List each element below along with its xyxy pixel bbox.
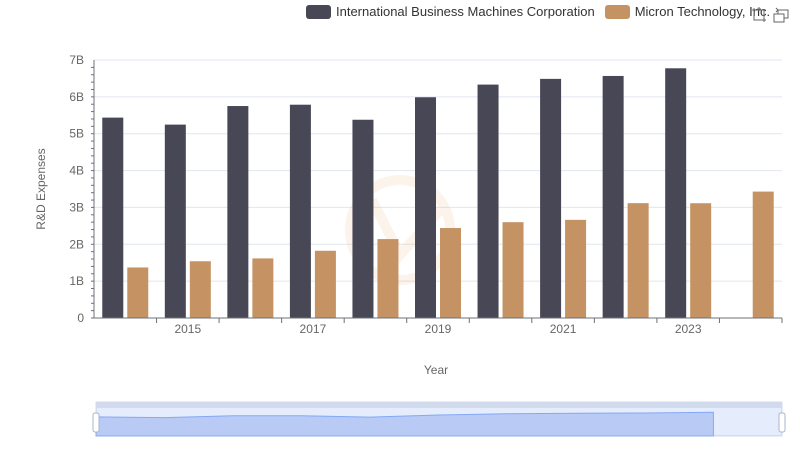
bar-ibm-2014[interactable] xyxy=(102,117,124,318)
bar-micron-2017[interactable] xyxy=(314,250,336,318)
toolbox xyxy=(746,6,790,24)
bar-micron-2015[interactable] xyxy=(189,261,211,318)
legend-label-micron: Micron Technology, Inc. xyxy=(634,4,771,19)
bar-micron-2016[interactable] xyxy=(252,258,274,318)
y-tick-label: 0 xyxy=(77,311,84,325)
bars xyxy=(102,68,774,319)
zoom-reset-icon[interactable] xyxy=(772,6,790,24)
x-axis-title: Year xyxy=(423,363,449,377)
x-tick-label: 2021 xyxy=(550,322,577,336)
legend: International Business Machines Corporat… xyxy=(306,4,780,19)
bar-micron-2023[interactable] xyxy=(690,203,712,318)
bar-ibm-2020[interactable] xyxy=(477,84,499,319)
legend-item-micron[interactable]: Micron Technology, Inc. xyxy=(604,4,771,19)
bar-ibm-2022[interactable] xyxy=(602,75,624,319)
zoom-handle-right[interactable] xyxy=(778,412,786,433)
legend-swatch-ibm xyxy=(306,4,331,19)
y-tick-label: 2B xyxy=(69,237,84,251)
y-axis-title: R&D Expenses xyxy=(34,148,48,230)
y-tick-label: 1B xyxy=(69,274,84,288)
legend-label-ibm: International Business Machines Corporat… xyxy=(336,4,595,19)
y-tick-label: 5B xyxy=(69,127,84,141)
bar-ibm-2018[interactable] xyxy=(352,119,374,319)
tick-labels: 0 1B 2B 3B 4B 5B 6B 7B 2015 2017 2019 2021 2023 xyxy=(69,53,702,336)
bar-ibm-2017[interactable] xyxy=(289,104,311,318)
zoom-handle-left[interactable] xyxy=(92,412,100,433)
bar-micron-2021[interactable] xyxy=(565,219,587,318)
legend-swatch-micron xyxy=(604,4,630,19)
bar-ibm-2015[interactable] xyxy=(164,124,186,319)
bar-ibm-2021[interactable] xyxy=(540,78,562,319)
axes xyxy=(91,60,783,323)
zoom-select-icon[interactable] xyxy=(750,6,768,24)
bar-micron-2024[interactable] xyxy=(752,191,774,318)
bar-micron-2014[interactable] xyxy=(127,267,149,318)
y-tick-label: 3B xyxy=(69,200,84,214)
bar-micron-2022[interactable] xyxy=(627,203,649,318)
x-tick-label: 2015 xyxy=(174,322,201,336)
x-tick-label: 2019 xyxy=(425,322,452,336)
legend-item-ibm[interactable]: International Business Machines Corporat… xyxy=(306,4,595,19)
y-tick-label: 6B xyxy=(69,90,84,104)
bar-micron-2020[interactable] xyxy=(502,222,524,318)
zoom-selection[interactable] xyxy=(96,408,782,436)
bar-ibm-2023[interactable] xyxy=(665,68,687,319)
y-tick-label: 4B xyxy=(69,164,84,178)
x-tick-label: 2017 xyxy=(300,322,327,336)
y-tick-label: 7B xyxy=(69,53,84,67)
zoom-preview-area xyxy=(95,411,714,437)
data-zoom-slider[interactable] xyxy=(92,401,786,437)
bar-micron-2018[interactable] xyxy=(377,239,399,318)
bar-micron-2019[interactable] xyxy=(440,228,461,318)
bar-ibm-2016[interactable] xyxy=(227,106,249,318)
zoom-top-bar[interactable] xyxy=(96,402,782,408)
x-tick-label: 2023 xyxy=(675,322,702,336)
bar-ibm-2019[interactable] xyxy=(415,97,436,318)
